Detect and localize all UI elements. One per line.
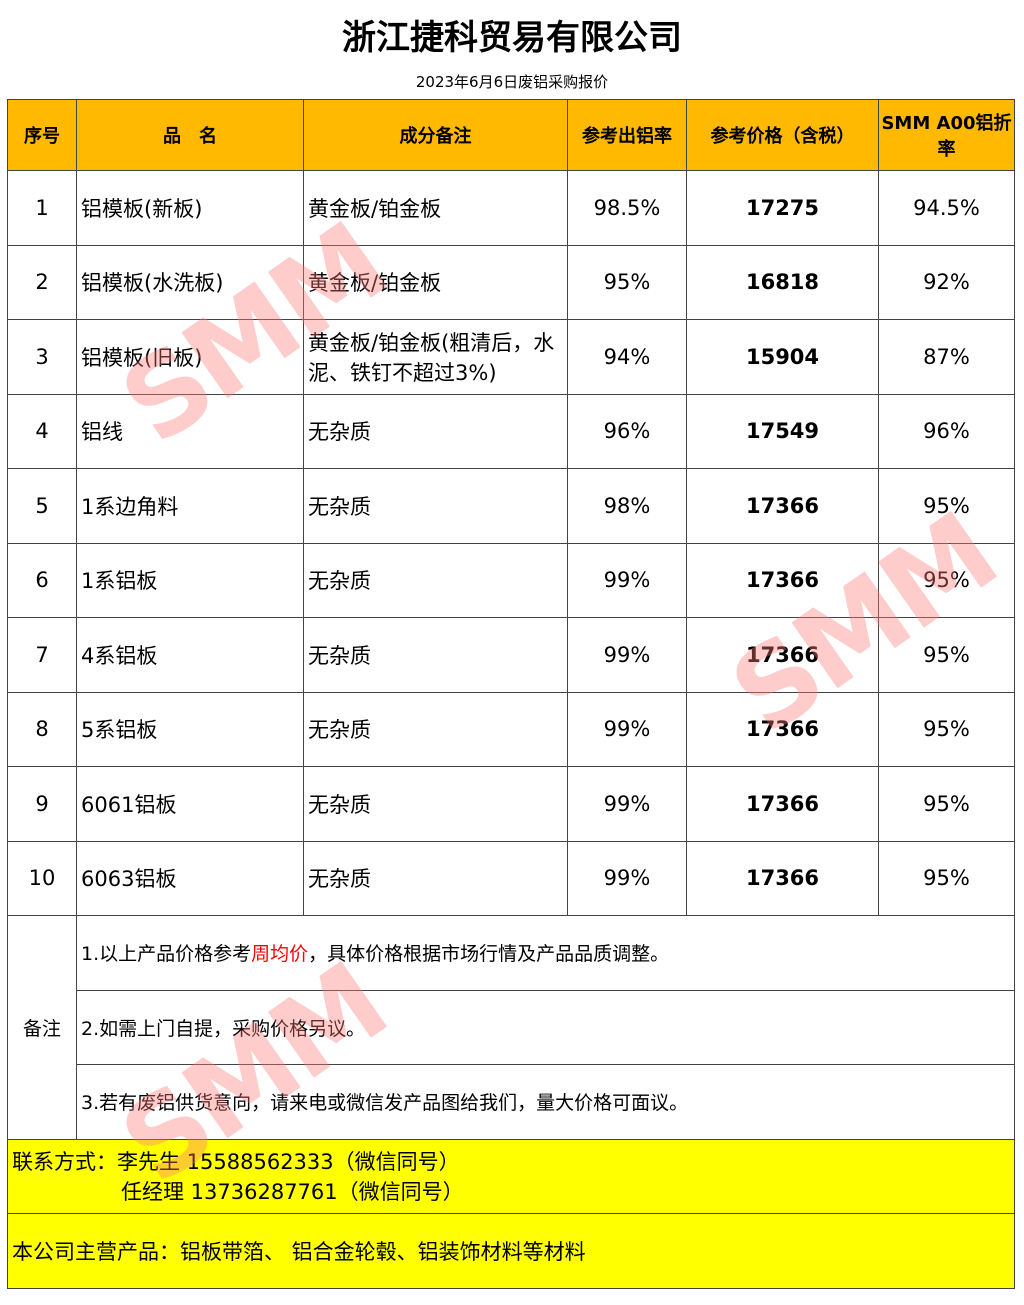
yield-rate: 99% bbox=[567, 766, 687, 842]
table-row: 8 5系铝板 无杂质 99% 17366 95% bbox=[7, 691, 1015, 767]
composition-note: 无杂质 bbox=[303, 840, 568, 916]
products-row: 本公司主营产品：铝板带箔、 铝合金轮毂、铝装饰材料等材料 bbox=[7, 1213, 1015, 1289]
remark-1-text-b: ，具体价格根据市场行情及产品品质调整。 bbox=[308, 943, 670, 966]
table-row: 9 6061铝板 无杂质 99% 17366 95% bbox=[7, 766, 1015, 842]
yield-rate: 99% bbox=[567, 542, 687, 618]
row-number: 6 bbox=[7, 542, 77, 618]
table-row: 10 6063铝板 无杂质 99% 17366 95% bbox=[7, 840, 1015, 916]
remark-1-highlight: 周均价 bbox=[251, 943, 309, 966]
reference-price: 17366 bbox=[686, 691, 879, 767]
reference-price: 16818 bbox=[686, 244, 879, 320]
reference-price: 15904 bbox=[686, 319, 879, 395]
product-name: 1系铝板 bbox=[76, 542, 304, 618]
composition-note: 无杂质 bbox=[303, 617, 568, 693]
smm-rate: 92% bbox=[878, 244, 1015, 320]
smm-rate: 94.5% bbox=[878, 170, 1015, 246]
remark-row: 3.若有废铝供货意向，请来电或微信发产品图给我们，量大价格可面议。 bbox=[8, 1064, 1015, 1140]
composition-note: 黄金板/铂金板 bbox=[303, 170, 568, 246]
yield-rate: 99% bbox=[567, 840, 687, 916]
remark-row: 2.如需上门自提，采购价格另议。 bbox=[8, 989, 1015, 1065]
reference-price: 17366 bbox=[686, 542, 879, 618]
reference-price: 17366 bbox=[686, 840, 879, 916]
remark-row: 备注 1.以上产品价格参考周均价，具体价格根据市场行情及产品品质调整。 bbox=[7, 915, 1015, 1140]
smm-rate: 95% bbox=[878, 468, 1015, 544]
product-name: 4系铝板 bbox=[76, 617, 304, 693]
row-number: 3 bbox=[7, 319, 77, 395]
product-name: 铝模板(水洗板) bbox=[76, 244, 304, 320]
table-row: 4 铝线 无杂质 96% 17549 96% bbox=[7, 393, 1015, 469]
remark-label: 备注 bbox=[7, 915, 77, 1140]
reference-price: 17275 bbox=[686, 170, 879, 246]
smm-rate: 95% bbox=[878, 617, 1015, 693]
yield-rate: 99% bbox=[567, 617, 687, 693]
row-number: 5 bbox=[7, 468, 77, 544]
product-name: 6061铝板 bbox=[76, 766, 304, 842]
header-rate: SMM A00铝折率 bbox=[878, 99, 1015, 171]
remark-2: 2.如需上门自提，采购价格另议。 bbox=[76, 989, 1015, 1065]
composition-note: 无杂质 bbox=[303, 766, 568, 842]
row-number: 10 bbox=[7, 840, 77, 916]
smm-rate: 95% bbox=[878, 691, 1015, 767]
contact-info: 联系方式：李先生 15588562333（微信同号） 任经理 137362877… bbox=[7, 1138, 1015, 1214]
smm-rate: 87% bbox=[878, 319, 1015, 395]
reference-price: 17366 bbox=[686, 766, 879, 842]
product-name: 铝模板(新板) bbox=[76, 170, 304, 246]
yield-rate: 95% bbox=[567, 244, 687, 320]
remark-1-text-a: 1.以上产品价格参考 bbox=[81, 943, 252, 966]
row-number: 4 bbox=[7, 393, 77, 469]
company-title: 浙江捷科贸易有限公司 bbox=[342, 18, 682, 58]
yield-rate: 98.5% bbox=[567, 170, 687, 246]
yield-rate: 98% bbox=[567, 468, 687, 544]
composition-note: 无杂质 bbox=[303, 393, 568, 469]
header-name: 品 名 bbox=[76, 99, 304, 171]
row-number: 7 bbox=[7, 617, 77, 693]
contact-line-1: 联系方式：李先生 15588562333（微信同号） bbox=[12, 1150, 460, 1175]
product-name: 6063铝板 bbox=[76, 840, 304, 916]
reference-price: 17366 bbox=[686, 468, 879, 544]
remark-1: 1.以上产品价格参考周均价，具体价格根据市场行情及产品品质调整。 bbox=[76, 915, 1015, 991]
header-yield: 参考出铝率 bbox=[567, 99, 687, 171]
product-name: 铝模板(旧板) bbox=[76, 319, 304, 395]
smm-rate: 95% bbox=[878, 542, 1015, 618]
contact-line-2: 任经理 13736287761（微信同号） bbox=[121, 1180, 464, 1205]
header-no: 序号 bbox=[7, 99, 77, 171]
reference-price: 17366 bbox=[686, 617, 879, 693]
product-name: 1系边角料 bbox=[76, 468, 304, 544]
row-number: 8 bbox=[7, 691, 77, 767]
quote-subtitle: 2023年6月6日废铝采购报价 bbox=[415, 73, 609, 91]
smm-rate: 96% bbox=[878, 393, 1015, 469]
row-number: 1 bbox=[7, 170, 77, 246]
product-name: 铝线 bbox=[76, 393, 304, 469]
smm-rate: 95% bbox=[878, 766, 1015, 842]
composition-note: 黄金板/铂金板(粗清后，水泥、铁钉不超过3%) bbox=[303, 319, 568, 395]
composition-note: 无杂质 bbox=[303, 691, 568, 767]
table-row: 6 1系铝板 无杂质 99% 17366 95% bbox=[7, 542, 1015, 618]
contact-row: 联系方式：李先生 15588562333（微信同号） 任经理 137362877… bbox=[7, 1138, 1015, 1214]
smm-rate: 95% bbox=[878, 840, 1015, 916]
table-row: 7 4系铝板 无杂质 99% 17366 95% bbox=[7, 617, 1015, 693]
composition-note: 黄金板/铂金板 bbox=[303, 244, 568, 320]
yield-rate: 94% bbox=[567, 319, 687, 395]
table-row: 5 1系边角料 无杂质 98% 17366 95% bbox=[7, 468, 1015, 544]
table-header-row: 序号 品 名 成分备注 参考出铝率 参考价格（含税） SMM A00铝折率 bbox=[7, 99, 1015, 171]
table-row: 1 铝模板(新板) 黄金板/铂金板 98.5% 17275 94.5% bbox=[7, 170, 1015, 246]
composition-note: 无杂质 bbox=[303, 468, 568, 544]
reference-price: 17549 bbox=[686, 393, 879, 469]
header-price: 参考价格（含税） bbox=[686, 99, 879, 171]
main-products: 本公司主营产品：铝板带箔、 铝合金轮毂、铝装饰材料等材料 bbox=[7, 1213, 1015, 1289]
header-note: 成分备注 bbox=[303, 99, 568, 171]
remark-3: 3.若有废铝供货意向，请来电或微信发产品图给我们，量大价格可面议。 bbox=[76, 1064, 1015, 1140]
product-name: 5系铝板 bbox=[76, 691, 304, 767]
yield-rate: 99% bbox=[567, 691, 687, 767]
table-row: 3 铝模板(旧板) 黄金板/铂金板(粗清后，水泥、铁钉不超过3%) 94% 15904 8… bbox=[7, 319, 1015, 395]
yield-rate: 96% bbox=[567, 393, 687, 469]
row-number: 2 bbox=[7, 244, 77, 320]
row-number: 9 bbox=[7, 766, 77, 842]
composition-note: 无杂质 bbox=[303, 542, 568, 618]
table-row: 2 铝模板(水洗板) 黄金板/铂金板 95% 16818 92% bbox=[7, 244, 1015, 320]
